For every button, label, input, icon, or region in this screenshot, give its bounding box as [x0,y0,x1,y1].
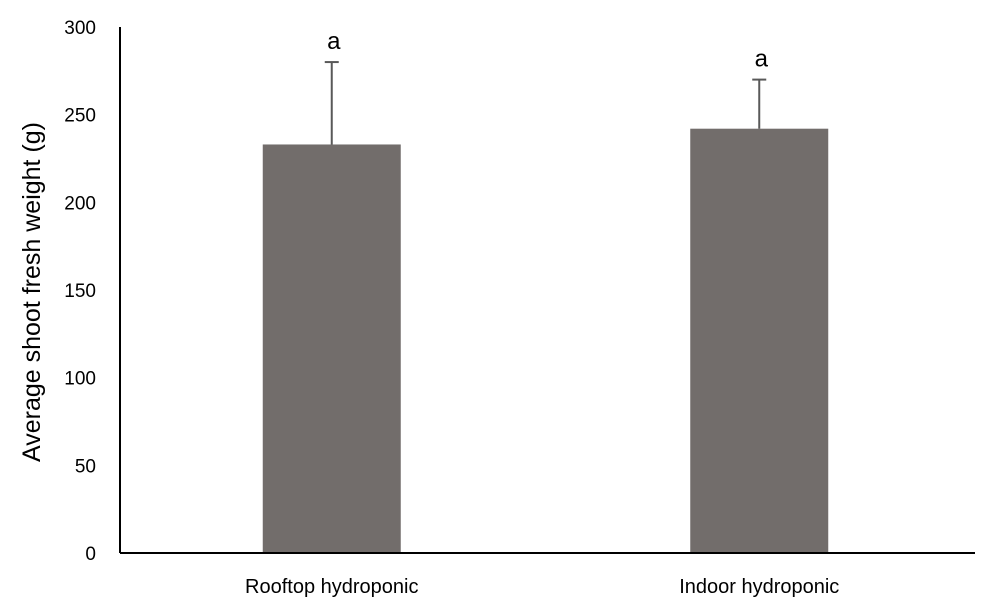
y-tick-label: 0 [85,544,96,565]
y-tick-label: 100 [64,369,96,390]
x-category-label: Indoor hydroponic [679,576,839,597]
error-bars-group [324,61,767,145]
y-tick-label: 50 [75,456,96,477]
y-tick-label: 200 [64,193,96,214]
bar [262,144,401,553]
y-tick-label: 300 [64,18,96,39]
significance-letters-group: aa [327,28,769,73]
x-axis-categories: Rooftop hydroponic Indoor hydroponic [245,576,839,597]
significance-letter: a [755,46,769,73]
y-tick-label: 250 [64,106,96,127]
bars-group [262,128,829,553]
bar [690,128,829,553]
y-axis-ticks: 0 50 100 150 200 250 300 [64,18,96,565]
significance-letter: a [327,28,341,55]
y-tick-label: 150 [64,281,96,302]
y-axis-title: Average shoot fresh weight (g) [18,122,46,462]
x-category-label: Rooftop hydroponic [245,576,418,597]
